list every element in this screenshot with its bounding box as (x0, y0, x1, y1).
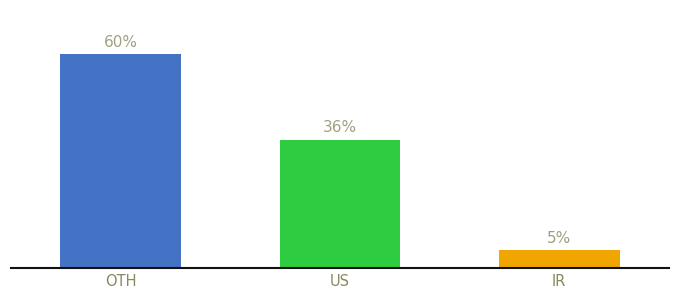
Bar (279, 140, 401, 268)
Text: 5%: 5% (547, 231, 571, 246)
Bar (499, 250, 619, 268)
Text: 36%: 36% (323, 120, 357, 135)
Bar (61, 54, 181, 268)
Text: 60%: 60% (104, 35, 138, 50)
